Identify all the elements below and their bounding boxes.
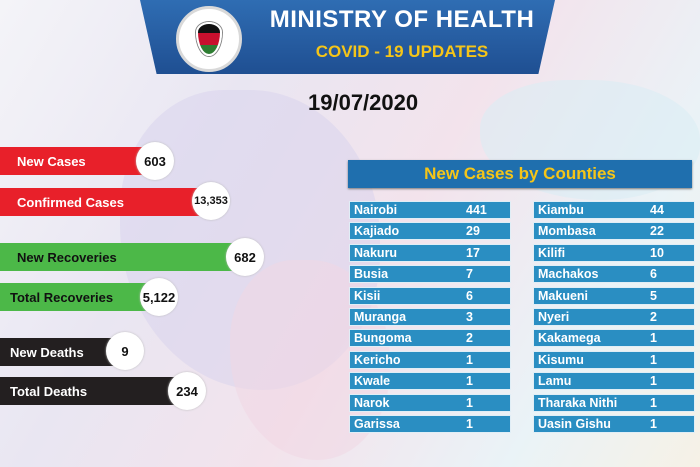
county-count: 1	[466, 416, 473, 431]
county-name: Kilifi	[538, 245, 566, 260]
stat-label: Total Recoveries	[10, 289, 114, 305]
county-count: 1	[650, 352, 657, 367]
stat-value: 234	[168, 372, 206, 410]
stat-new-cases: New Cases	[0, 147, 145, 175]
county-name: Garissa	[354, 416, 400, 431]
county-count: 441	[466, 203, 487, 217]
county-row: Muranga 3	[349, 307, 511, 326]
county-row: Kilifi 10	[533, 243, 695, 262]
stat-value: 682	[226, 238, 264, 276]
county-name: Mombasa	[538, 224, 596, 239]
counties-heading: New Cases by Counties	[348, 160, 692, 188]
county-count: 29	[466, 224, 480, 239]
county-row: Nakuru 17	[349, 243, 511, 262]
stat-confirmed-cases: Confirmed Cases	[0, 188, 205, 216]
county-row: Machakos 6	[533, 265, 695, 284]
stat-label: New Recoveries	[17, 249, 117, 265]
counties-left-column: Nairobi 441 Kajiado 29 Nakuru 17 Busia 7 Kisii 6 M…	[349, 201, 511, 436]
stat-new-deaths: New Deaths	[0, 338, 115, 366]
county-count: 2	[650, 309, 657, 324]
county-row: Busia 7	[349, 265, 511, 284]
county-row: Kajiado 29	[349, 222, 511, 241]
coat-of-arms-logo	[176, 6, 242, 72]
county-row: Makueni 5	[533, 286, 695, 305]
stat-total-deaths: Total Deaths	[0, 377, 178, 405]
county-count: 6	[466, 288, 473, 303]
county-name: Lamu	[538, 374, 572, 389]
stat-value: 13,353	[192, 182, 230, 220]
county-name: Muranga	[354, 309, 407, 324]
county-count: 1	[466, 395, 473, 410]
county-row: Nairobi 441	[349, 201, 511, 219]
page-subtitle: COVID - 19 UPDATES	[315, 42, 489, 61]
county-row: Garissa 1	[349, 414, 511, 433]
county-name: Kakamega	[538, 331, 601, 346]
county-row: Narok 1	[349, 393, 511, 412]
county-row: Tharaka Nithi 1	[533, 393, 695, 412]
county-count: 10	[650, 245, 664, 260]
county-name: Makueni	[538, 288, 589, 303]
county-name: Nakuru	[354, 245, 398, 260]
county-count: 3	[466, 309, 473, 324]
stat-value: 9	[106, 332, 144, 370]
county-count: 17	[466, 245, 480, 260]
stat-value: 603	[136, 142, 174, 180]
county-row: Kericho 1	[349, 350, 511, 369]
report-date: 19/07/2020	[308, 90, 419, 115]
county-count: 7	[466, 267, 473, 282]
county-count: 1	[650, 395, 657, 410]
shield-icon	[196, 22, 222, 56]
county-name: Kiambu	[538, 203, 584, 217]
county-row: Kisii 6	[349, 286, 511, 305]
county-name: Tharaka Nithi	[538, 395, 618, 410]
county-count: 5	[650, 288, 657, 303]
county-name: Kisii	[354, 288, 381, 303]
county-name: Kericho	[354, 352, 401, 367]
county-name: Nyeri	[538, 309, 570, 324]
county-name: Narok	[354, 395, 390, 410]
counties-right-column: Kiambu 44 Mombasa 22 Kilifi 10 Machakos 6 Makuen…	[533, 201, 695, 436]
stat-value: 5,122	[140, 278, 178, 316]
page-title: MINISTRY OF HEALTH	[269, 6, 535, 33]
county-count: 1	[466, 374, 473, 389]
county-row: Kiambu 44	[533, 201, 695, 219]
county-row: Kwale 1	[349, 372, 511, 391]
county-count: 1	[650, 416, 657, 431]
county-row: Kisumu 1	[533, 350, 695, 369]
stat-label: New Cases	[17, 153, 86, 169]
county-count: 44	[650, 203, 664, 217]
stat-new-recoveries: New Recoveries	[0, 243, 240, 271]
county-name: Kajiado	[354, 224, 400, 239]
county-row: Kakamega 1	[533, 329, 695, 348]
county-row: Mombasa 22	[533, 222, 695, 241]
stat-label: Total Deaths	[10, 383, 88, 399]
county-name: Busia	[354, 267, 389, 282]
county-count: 1	[650, 331, 657, 346]
county-count: 22	[650, 224, 664, 239]
county-name: Kisumu	[538, 352, 584, 367]
county-count: 6	[650, 267, 657, 282]
county-count: 2	[466, 331, 473, 346]
county-row: Lamu 1	[533, 372, 695, 391]
county-name: Nairobi	[354, 203, 398, 217]
county-count: 1	[466, 352, 473, 367]
stat-label: New Deaths	[10, 344, 84, 360]
stat-total-recoveries: Total Recoveries	[0, 283, 150, 311]
county-row: Uasin Gishu 1	[533, 414, 695, 433]
stat-label: Confirmed Cases	[17, 194, 124, 210]
county-name: Uasin Gishu	[538, 416, 611, 431]
county-name: Kwale	[354, 374, 391, 389]
county-count: 1	[650, 374, 657, 389]
county-name: Bungoma	[354, 331, 412, 346]
county-row: Nyeri 2	[533, 307, 695, 326]
county-row: Bungoma 2	[349, 329, 511, 348]
county-name: Machakos	[538, 267, 599, 282]
